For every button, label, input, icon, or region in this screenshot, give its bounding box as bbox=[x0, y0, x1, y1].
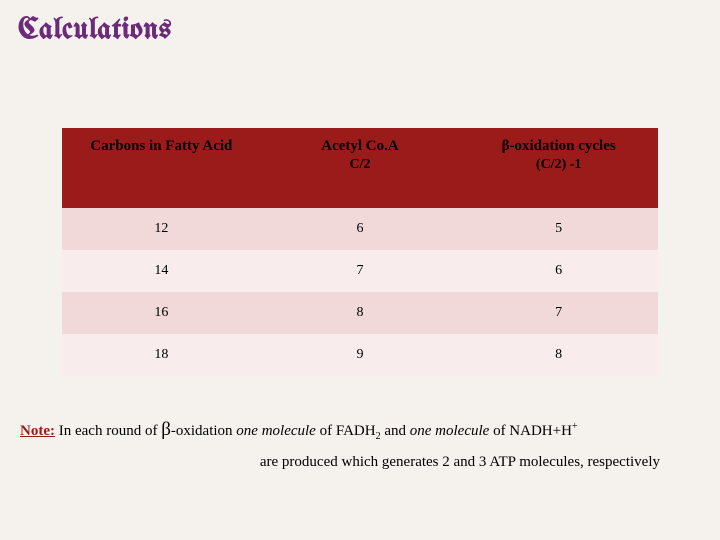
note-label: Note: bbox=[20, 423, 55, 439]
cell-acetyl: 6 bbox=[261, 208, 460, 250]
cell-acetyl: 7 bbox=[261, 250, 460, 292]
table-row: 18 9 8 bbox=[62, 334, 658, 376]
col-header-label: Carbons in Fatty Acid bbox=[90, 138, 232, 154]
cell-carbons: 12 bbox=[62, 208, 261, 250]
superscript: + bbox=[572, 421, 578, 432]
note-italic: one molecule bbox=[236, 423, 316, 439]
cell-beta: 5 bbox=[459, 208, 658, 250]
cell-beta: 6 bbox=[459, 250, 658, 292]
col-header-sub: C/2 bbox=[267, 157, 454, 173]
note-part: and bbox=[381, 423, 410, 439]
note-part: of FADH bbox=[316, 423, 376, 439]
col-header-carbons: Carbons in Fatty Acid bbox=[62, 128, 261, 208]
col-header-acetyl: Acetyl Co.A C/2 bbox=[261, 128, 460, 208]
table-row: 12 6 5 bbox=[62, 208, 658, 250]
page-title: Calculations bbox=[18, 14, 172, 46]
note-part: of NADH+H bbox=[489, 423, 572, 439]
note-line2: are produced which generates 2 and 3 ATP… bbox=[20, 450, 700, 476]
note-text: Note: In each round of β-oxidation one m… bbox=[20, 414, 700, 476]
cell-acetyl: 8 bbox=[261, 292, 460, 334]
cell-beta: 8 bbox=[459, 334, 658, 376]
table-header-row: Carbons in Fatty Acid Acetyl Co.A C/2 β-… bbox=[62, 128, 658, 208]
table-row: 16 8 7 bbox=[62, 292, 658, 334]
col-header-beta: β-oxidation cycles (C/2) -1 bbox=[459, 128, 658, 208]
table-row: 14 7 6 bbox=[62, 250, 658, 292]
beta-symbol: β bbox=[161, 419, 171, 440]
col-header-label: β-oxidation cycles bbox=[502, 138, 616, 154]
col-header-label: Acetyl Co.A bbox=[321, 138, 398, 154]
note-italic: one molecule bbox=[410, 423, 490, 439]
note-part: -oxidation bbox=[171, 423, 236, 439]
col-header-sub: (C/2) -1 bbox=[465, 157, 652, 173]
cell-carbons: 18 bbox=[62, 334, 261, 376]
cell-carbons: 14 bbox=[62, 250, 261, 292]
calculations-table-wrap: Carbons in Fatty Acid Acetyl Co.A C/2 β-… bbox=[62, 128, 658, 376]
cell-carbons: 16 bbox=[62, 292, 261, 334]
note-part: In each round of bbox=[55, 423, 161, 439]
cell-beta: 7 bbox=[459, 292, 658, 334]
calculations-table: Carbons in Fatty Acid Acetyl Co.A C/2 β-… bbox=[62, 128, 658, 376]
cell-acetyl: 9 bbox=[261, 334, 460, 376]
